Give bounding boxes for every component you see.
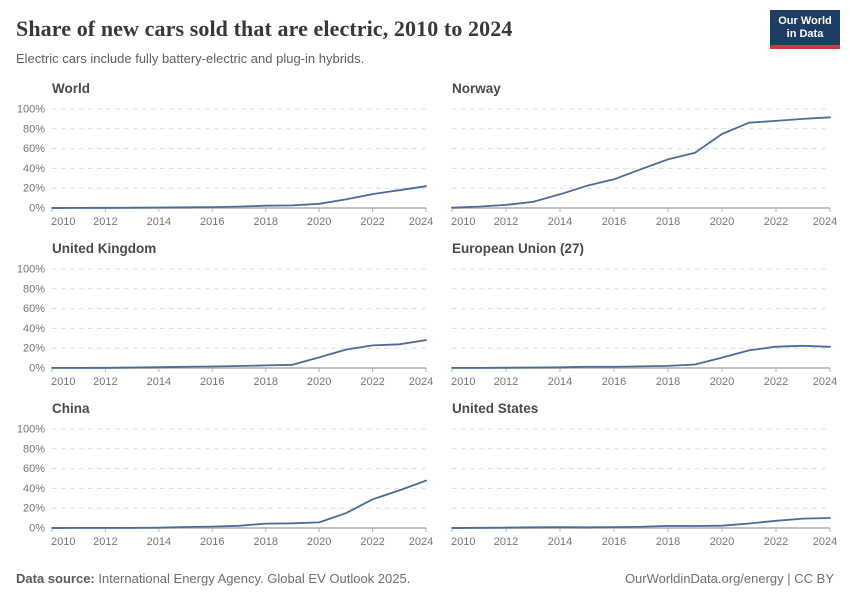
svg-text:40%: 40% xyxy=(23,163,45,175)
svg-text:2020: 2020 xyxy=(710,536,734,548)
svg-text:2022: 2022 xyxy=(764,536,788,548)
svg-text:2010: 2010 xyxy=(51,536,75,548)
svg-text:2024: 2024 xyxy=(813,216,837,228)
attribution-text: OurWorldinData.org/energy | CC BY xyxy=(624,571,834,586)
svg-text:2014: 2014 xyxy=(548,536,572,548)
svg-text:2010: 2010 xyxy=(51,216,75,228)
svg-text:2016: 2016 xyxy=(602,536,626,548)
line-chart-norway: 2010 2012 2014 2016 2018 2020 2022 2024 xyxy=(451,108,837,228)
svg-text:80%: 80% xyxy=(23,123,45,135)
chart-panel-world: World 0% 20% 40% 60% 80% 100% 2010 2012 2014 2016… xyxy=(16,80,433,230)
page-title: Share of new cars sold that are electric… xyxy=(16,16,513,41)
svg-text:100%: 100% xyxy=(17,104,45,116)
svg-text:2022: 2022 xyxy=(764,216,788,228)
svg-text:2024: 2024 xyxy=(813,376,837,388)
svg-text:60%: 60% xyxy=(23,143,45,155)
line-chart-united-kingdom: 0% 20% 40% 60% 80% 100% 2010 2012 2014 2016 2018 20… xyxy=(17,264,433,389)
svg-text:2024: 2024 xyxy=(409,216,433,228)
svg-text:2018: 2018 xyxy=(656,376,680,388)
svg-text:2012: 2012 xyxy=(93,376,117,388)
svg-text:60%: 60% xyxy=(23,463,45,475)
svg-text:2010: 2010 xyxy=(451,216,475,228)
owid-logo-line1: Our World xyxy=(778,15,832,27)
svg-text:2012: 2012 xyxy=(494,216,518,228)
svg-text:2016: 2016 xyxy=(602,376,626,388)
svg-text:20%: 20% xyxy=(23,503,45,515)
svg-text:0%: 0% xyxy=(29,363,45,375)
svg-text:2018: 2018 xyxy=(253,376,277,388)
svg-text:2012: 2012 xyxy=(494,536,518,548)
chart-panel-european-union: European Union (27) 2010 2012 2014 2016 2018… xyxy=(450,240,837,390)
svg-text:2022: 2022 xyxy=(360,536,384,548)
svg-text:2010: 2010 xyxy=(451,536,475,548)
svg-text:80%: 80% xyxy=(23,283,45,295)
svg-text:2018: 2018 xyxy=(656,536,680,548)
data-source-note: Data source: International Energy Agency… xyxy=(16,571,410,586)
svg-text:40%: 40% xyxy=(23,323,45,335)
svg-text:2020: 2020 xyxy=(307,376,331,388)
svg-text:2024: 2024 xyxy=(813,536,837,548)
chart-header: Share of new cars sold that are electric… xyxy=(16,16,754,67)
svg-text:2020: 2020 xyxy=(307,216,331,228)
svg-text:2020: 2020 xyxy=(710,216,734,228)
svg-text:40%: 40% xyxy=(23,483,45,495)
svg-text:2012: 2012 xyxy=(93,216,117,228)
svg-text:2014: 2014 xyxy=(548,216,572,228)
svg-text:2018: 2018 xyxy=(253,216,277,228)
svg-text:2014: 2014 xyxy=(548,376,572,388)
line-chart-world: 0% 20% 40% 60% 80% 100% 2010 2012 2014 2016 2018 20… xyxy=(17,104,433,229)
chart-panel-norway: Norway 2010 2012 2014 2016 2018 2020 2022 2024 xyxy=(450,80,837,230)
svg-text:0%: 0% xyxy=(29,203,45,215)
svg-text:2014: 2014 xyxy=(147,536,171,548)
line-chart-european-union: 2010 2012 2014 2016 2018 2020 2022 2024 xyxy=(451,268,837,388)
owid-logo-line2: in Data xyxy=(786,28,824,40)
page-subtitle: Electric cars include fully battery-elec… xyxy=(16,51,365,66)
chart-title: Norway xyxy=(452,81,501,96)
svg-text:2016: 2016 xyxy=(602,216,626,228)
chart-title: European Union (27) xyxy=(452,241,585,256)
svg-text:2018: 2018 xyxy=(253,536,277,548)
chart-panel-china: China 0% 20% 40% 60% 80% 100% 2010 2012 2014 2016… xyxy=(16,400,433,550)
svg-text:2020: 2020 xyxy=(710,376,734,388)
chart-panel-united-kingdom: United Kingdom 0% 20% 40% 60% 80% 100% 2010 201… xyxy=(16,240,433,390)
svg-text:2012: 2012 xyxy=(93,536,117,548)
svg-text:2020: 2020 xyxy=(307,536,331,548)
chart-title: World xyxy=(52,81,90,96)
svg-text:20%: 20% xyxy=(23,343,45,355)
svg-text:2022: 2022 xyxy=(764,376,788,388)
svg-text:2014: 2014 xyxy=(147,216,171,228)
svg-text:2016: 2016 xyxy=(200,216,224,228)
svg-text:2022: 2022 xyxy=(360,376,384,388)
line-chart-united-states: 2010 2012 2014 2016 2018 2020 2022 2024 xyxy=(451,428,837,548)
chart-footer: Data source: International Energy Agency… xyxy=(16,571,834,586)
svg-text:2014: 2014 xyxy=(147,376,171,388)
svg-text:60%: 60% xyxy=(23,303,45,315)
data-source-label: Data source: xyxy=(16,571,95,586)
svg-text:2022: 2022 xyxy=(360,216,384,228)
svg-text:2010: 2010 xyxy=(451,376,475,388)
line-chart-china: 0% 20% 40% 60% 80% 100% 2010 2012 2014 2016 2018 20… xyxy=(17,424,433,549)
data-source-text: International Energy Agency. Global EV O… xyxy=(94,571,411,586)
svg-text:2024: 2024 xyxy=(409,536,433,548)
svg-text:100%: 100% xyxy=(17,424,45,436)
chart-title: United Kingdom xyxy=(52,241,157,256)
svg-text:20%: 20% xyxy=(23,183,45,195)
svg-text:2012: 2012 xyxy=(494,376,518,388)
svg-text:80%: 80% xyxy=(23,443,45,455)
small-multiples-grid: World 0% 20% 40% 60% 80% 100% 2010 2012 2014 2016… xyxy=(16,80,837,550)
chart-title: China xyxy=(52,401,90,416)
svg-text:100%: 100% xyxy=(17,264,45,276)
svg-text:2018: 2018 xyxy=(656,216,680,228)
svg-text:2010: 2010 xyxy=(51,376,75,388)
svg-text:0%: 0% xyxy=(29,523,45,535)
owid-logo: Our World in Data xyxy=(770,10,840,49)
chart-panel-united-states: United States 2010 2012 2014 2016 2018 2020 20… xyxy=(450,400,837,550)
chart-title: United States xyxy=(452,401,539,416)
svg-text:2016: 2016 xyxy=(200,536,224,548)
svg-text:2024: 2024 xyxy=(409,376,433,388)
svg-text:2016: 2016 xyxy=(200,376,224,388)
